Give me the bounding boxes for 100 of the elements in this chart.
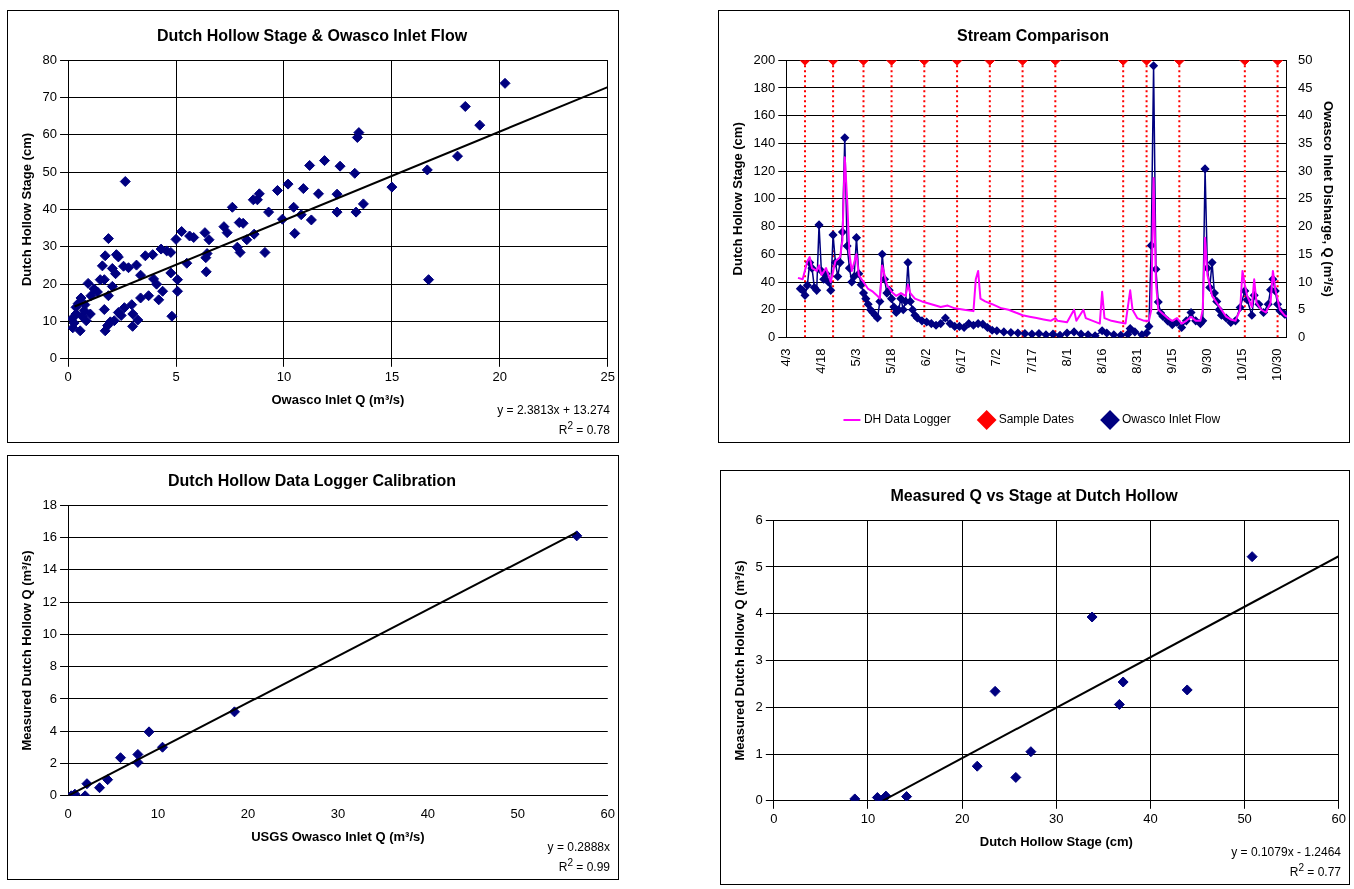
y2-tick-label: 50 — [1297, 51, 1313, 67]
text: R$^{2}$ = 0.78 — [557, 419, 610, 438]
x-tick-label: 7/17 — [1023, 348, 1039, 374]
x-tick-label: 50 — [510, 806, 526, 822]
legend-label: Owasco Inlet Flow — [1122, 412, 1221, 427]
y-tick-label: 3 — [755, 652, 763, 668]
y-tick-label: 12 — [42, 593, 58, 609]
y-tick-label: 70 — [42, 89, 58, 105]
y2-tick-label: 40 — [1297, 107, 1313, 123]
x-tick-label: 10 — [860, 811, 876, 827]
y2-tick-label: 15 — [1297, 245, 1313, 261]
x-tick-label: 0 — [64, 806, 72, 822]
x-tick-label: 10/30 — [1269, 348, 1285, 382]
x-axis-title: USGS Owasco Inlet Q (m³/s) — [251, 828, 425, 844]
x-tick-label: 60 — [1331, 811, 1346, 827]
y-tick-label: 0 — [768, 329, 776, 345]
x-axis-title: Dutch Hollow Stage (cm) — [979, 833, 1133, 849]
y-tick-label: 8 — [49, 658, 58, 674]
legend-label: Sample Dates — [998, 412, 1075, 427]
y-tick-label: 20 — [42, 275, 58, 291]
y-tick-label: 6 — [49, 690, 58, 706]
y-tick-label: 60 — [42, 126, 58, 142]
x-tick-label: 4/3 — [777, 348, 793, 367]
x-tick-label: 8/1 — [1058, 348, 1074, 367]
x-tick-label: 9/15 — [1163, 348, 1179, 374]
x-tick-label: 10 — [150, 806, 166, 822]
x-tick-label: 40 — [1143, 811, 1158, 827]
x-tick-label: 25 — [600, 369, 615, 385]
y-tick-label: 18 — [42, 496, 58, 512]
chart-title: Dutch Hollow Stage & Owasco Inlet Flow — [156, 27, 468, 45]
y-tick-label: 14 — [42, 561, 58, 577]
y-tick-label: 5 — [755, 558, 763, 574]
x-tick-label: 20 — [492, 369, 508, 385]
y2-tick-label: 25 — [1297, 190, 1313, 206]
y-tick-label: 2 — [755, 698, 763, 714]
y-tick-label: 16 — [42, 529, 58, 545]
x-tick-label: 5/3 — [848, 348, 864, 367]
y-tick-label: 80 — [42, 51, 58, 67]
y2-tick-label: 30 — [1297, 162, 1313, 178]
x-tick-label: 10 — [276, 369, 292, 385]
chart-title: Dutch Hollow Data Logger Calibration — [167, 472, 457, 490]
y-tick-label: 10 — [42, 313, 58, 329]
y-axis-title: Dutch Hollow Stage (cm) — [730, 122, 746, 276]
x-tick-label: 6/2 — [918, 348, 934, 367]
y-tick-label: 40 — [42, 201, 58, 217]
x-tick-label: 50 — [1237, 811, 1252, 827]
y-tick-label: 1 — [755, 745, 763, 761]
y-tick-label: 140 — [753, 134, 776, 150]
x-tick-label: 5 — [172, 369, 180, 385]
y2-tick-label: 20 — [1297, 218, 1313, 234]
x-tick-label: 60 — [600, 806, 615, 822]
x-tick-label: 8/31 — [1128, 348, 1144, 374]
x-tick-label: 30 — [330, 806, 346, 822]
x-tick-label: 8/16 — [1093, 348, 1109, 374]
y2-tick-label: 10 — [1297, 273, 1313, 289]
text: R$^{2}$ = 0.77 — [1288, 861, 1341, 880]
y-tick-label: 6 — [755, 511, 763, 527]
x-tick-label: 10/15 — [1234, 348, 1250, 382]
text: y = 0.1079x - 1.2464 — [1231, 844, 1341, 860]
y-tick-label: 10 — [42, 625, 58, 641]
x-tick-label: 15 — [384, 369, 400, 385]
text: y = 0.2888x — [547, 839, 610, 855]
x-tick-label: 5/18 — [883, 348, 899, 374]
y-tick-label: 180 — [753, 79, 776, 95]
chart-title: Stream Comparison — [956, 27, 1110, 45]
x-tick-label: 40 — [420, 806, 436, 822]
y-tick-label: 40 — [760, 273, 776, 289]
x-tick-label: 4/18 — [812, 348, 828, 374]
y-tick-label: 30 — [42, 238, 58, 254]
y-tick-label: 200 — [753, 51, 776, 67]
y-tick-label: 50 — [42, 163, 58, 179]
chart-title: Measured Q vs Stage at Dutch Hollow — [890, 487, 1179, 505]
x-tick-label: 6/17 — [953, 348, 969, 374]
x-axis-title: Owasco Inlet Q (m³/s) — [271, 391, 405, 407]
y-tick-label: 80 — [760, 218, 776, 234]
text: y = 2.3813x + 13.274 — [497, 402, 610, 418]
y-tick-label: 0 — [755, 792, 763, 808]
y-axis-title: Measured Dutch Hollow Q (m³/s) — [19, 550, 35, 751]
legend-label: DH Data Logger — [863, 412, 951, 427]
y-tick-label: 4 — [755, 605, 763, 621]
y-axis-title: Measured Dutch Hollow Q (m³/s) — [732, 560, 748, 761]
y2-tick-label: 5 — [1297, 301, 1306, 317]
x-tick-label: 20 — [954, 811, 970, 827]
x-tick-label: 0 — [64, 369, 72, 385]
x-tick-label: 30 — [1049, 811, 1064, 827]
text: R$^{2}$ = 0.99 — [557, 856, 610, 875]
x-tick-label: 20 — [240, 806, 256, 822]
y2-axis-title: Owasco Inlet Disharge, Q (m³/s) — [1320, 100, 1336, 297]
x-tick-label: 7/2 — [988, 348, 1004, 367]
y2-tick-label: 0 — [1297, 329, 1306, 345]
y-axis-title: Dutch Hollow Stage (cm) — [19, 132, 35, 287]
y-tick-label: 20 — [760, 301, 776, 317]
y-tick-label: 160 — [753, 107, 776, 123]
y-tick-label: 60 — [760, 245, 776, 261]
x-tick-label: 9/30 — [1198, 348, 1214, 374]
y-tick-label: 0 — [49, 787, 58, 803]
y2-tick-label: 45 — [1297, 79, 1313, 95]
y2-tick-label: 35 — [1297, 134, 1313, 150]
y-tick-label: 2 — [49, 755, 58, 771]
y-tick-label: 4 — [49, 722, 58, 738]
